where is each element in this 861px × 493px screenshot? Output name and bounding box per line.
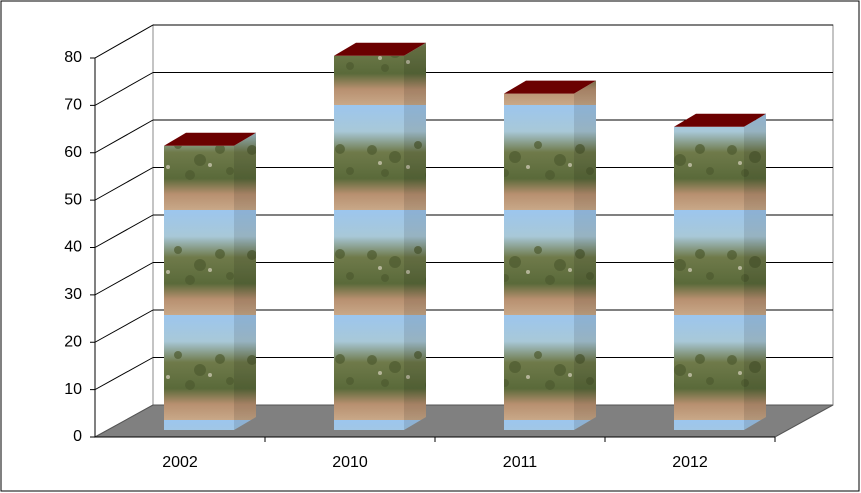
y-tick-label: 60 xyxy=(64,144,82,161)
bar xyxy=(164,145,234,430)
grid-line xyxy=(94,357,154,391)
bar-side xyxy=(574,80,596,430)
y-tick-label: 10 xyxy=(64,381,82,398)
bar xyxy=(504,93,574,430)
bar-side xyxy=(404,42,426,431)
bar xyxy=(674,126,744,431)
bar xyxy=(334,55,404,431)
grid-line xyxy=(94,72,154,106)
bar-top xyxy=(674,113,766,127)
x-tick-label: 2010 xyxy=(332,454,368,471)
y-tick-label: 70 xyxy=(64,97,82,114)
bar-side-shade xyxy=(404,42,426,431)
x-tick-label: 2011 xyxy=(503,454,538,471)
bar-top xyxy=(504,80,596,94)
bar-side-shade xyxy=(234,132,256,430)
bar-side xyxy=(744,113,766,431)
y-tick-label: 30 xyxy=(64,286,82,303)
bar-side xyxy=(234,132,256,430)
grid-line xyxy=(94,309,154,343)
grid-line xyxy=(94,24,154,59)
x-tick-label: 2012 xyxy=(672,454,708,471)
y-tick-label: 50 xyxy=(64,191,82,208)
x-tick-label: 2002 xyxy=(162,454,198,471)
y-tick-label: 40 xyxy=(64,239,82,256)
bar-top xyxy=(164,132,256,146)
bar-side-shade xyxy=(574,80,596,430)
grid-line xyxy=(94,262,154,296)
grid-line xyxy=(94,119,154,154)
bar-top xyxy=(334,42,426,56)
y-tick-label: 0 xyxy=(73,428,82,445)
y-tick-label: 80 xyxy=(64,49,82,66)
grid-line xyxy=(94,167,154,201)
y-tick-label: 20 xyxy=(64,333,82,350)
grid-line xyxy=(94,214,154,248)
bar-side-shade xyxy=(744,113,766,431)
